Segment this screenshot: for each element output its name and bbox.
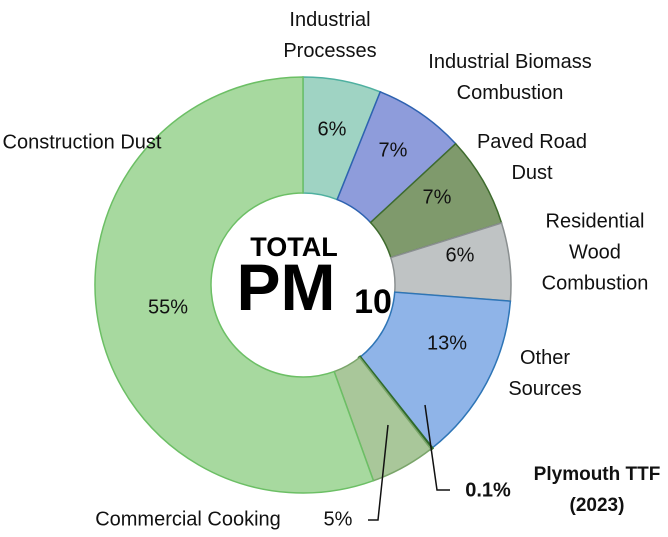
category-label: Paved Road Dust	[476, 131, 588, 184]
value-label: 13%	[426, 332, 468, 355]
value-label: 55%	[147, 296, 189, 319]
center-top: TOTAL	[250, 232, 338, 262]
value-label: 6%	[317, 118, 347, 141]
leader-line	[368, 424, 389, 521]
value-label: 5%	[323, 508, 353, 531]
slices	[94, 76, 512, 494]
category-label: Construction Dust	[2, 131, 162, 154]
category-label: Plymouth TTF (2023)	[533, 464, 661, 516]
value-label: 0.1%	[465, 479, 511, 502]
value-label: 7%	[422, 186, 452, 209]
center-main: PM	[237, 250, 336, 324]
category-label: Industrial Biomass Combustion	[428, 51, 592, 104]
slice	[358, 291, 512, 450]
slice	[94, 76, 375, 494]
center-sub: 10	[354, 283, 392, 321]
value-label: 7%	[378, 139, 408, 162]
category-label: Other Sources	[508, 347, 582, 400]
leader-line	[424, 404, 450, 491]
category-label: Commercial Cooking	[95, 508, 281, 531]
value-label: 6%	[445, 244, 475, 267]
category-label: Residential Wood Combustion	[541, 210, 649, 295]
category-label: Industrial Processes	[283, 9, 377, 62]
